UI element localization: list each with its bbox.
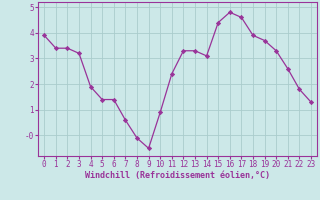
X-axis label: Windchill (Refroidissement éolien,°C): Windchill (Refroidissement éolien,°C) [85,171,270,180]
